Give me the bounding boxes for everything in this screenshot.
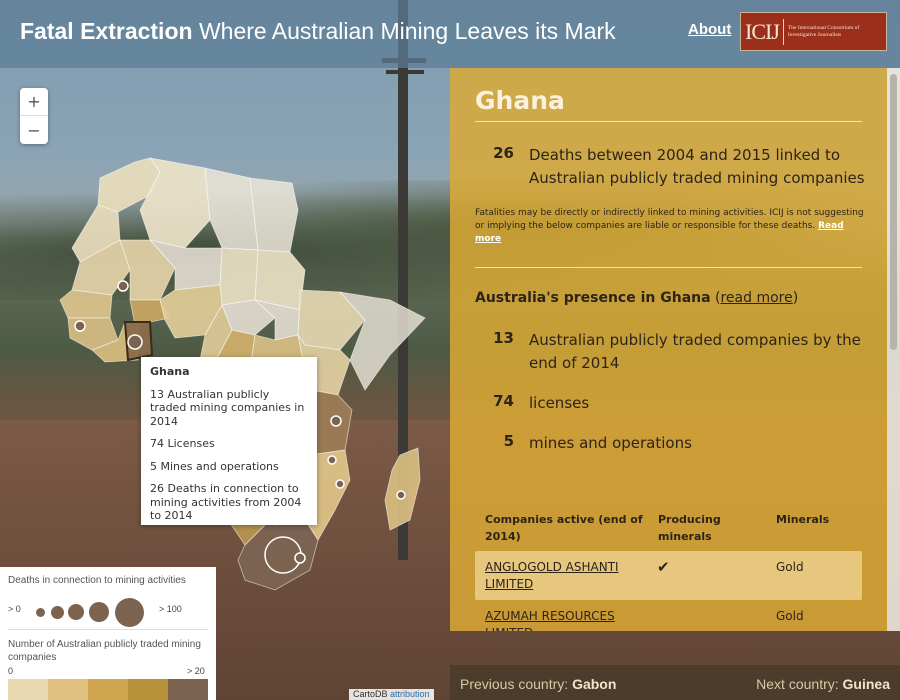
legend-deaths-max: > 100 — [159, 604, 182, 614]
legend-ramp-step-3 — [88, 679, 128, 700]
next-label: Next country: — [756, 676, 839, 692]
bubble-tanzania — [330, 415, 342, 427]
map-region-somalia — [338, 291, 426, 391]
tooltip-licenses: 74 Licenses — [150, 437, 215, 450]
logo-text: The International Consortium of Investig… — [787, 24, 860, 38]
company-link[interactable]: ANGLOGOLD ASHANTI LIMITED — [485, 560, 619, 591]
deaths-text: Deaths between 2004 and 2015 linked to A… — [529, 146, 865, 187]
map-region-egypt — [249, 177, 299, 253]
legend-companies-max: > 20 — [187, 666, 205, 676]
legend-ramp-step-1 — [8, 679, 48, 700]
panel-scroll-thumb[interactable] — [890, 74, 897, 350]
companies-text: Australian publicly traded companies by … — [529, 331, 861, 372]
bubble-mozambique — [335, 479, 345, 489]
bubble-mali — [117, 280, 129, 292]
presence-title: Australia's presence in Ghana — [475, 290, 711, 306]
table-row[interactable]: AZUMAH RESOURCES LIMITED Gold — [475, 600, 862, 631]
tooltip-country: Ghana — [150, 365, 190, 378]
icij-logo[interactable]: ICIJ The International Consortium of Inv… — [740, 12, 887, 51]
disclaimer-body: Fatalities may be directly or indirectly… — [475, 208, 864, 231]
africa-map[interactable] — [0, 150, 450, 600]
presence-read-more-link[interactable]: read more — [720, 290, 793, 306]
zoom-in-button[interactable]: + — [20, 88, 48, 116]
table-header-companies: Companies active (end of 2014) — [485, 513, 643, 543]
legend-bubble-1 — [36, 608, 45, 617]
companies-number: 13 — [493, 329, 514, 347]
legend-bubble-3 — [68, 604, 84, 620]
table-row[interactable]: ANGLOGOLD ASHANTI LIMITED ✔ Gold — [475, 551, 862, 600]
legend-bubble-5 — [115, 598, 144, 627]
licenses-text: licenses — [529, 394, 590, 412]
legend-bubble-2 — [51, 606, 64, 619]
map-region-madagascar — [384, 447, 421, 531]
bubble-tanzania-south — [327, 455, 337, 465]
minerals-cell: Gold — [776, 609, 804, 623]
attribution-link[interactable]: attribution — [390, 689, 430, 699]
bubble-lesotho — [294, 552, 306, 564]
previous-country-link[interactable]: Previous country: Gabon — [460, 676, 616, 692]
country-info-panel: Ghana 26 Deaths between 2004 and 2015 li… — [450, 68, 887, 631]
zoom-control: + − — [20, 88, 48, 144]
previous-label: Previous country: — [460, 676, 569, 692]
mines-text: mines and operations — [529, 434, 692, 452]
panel-country-name: Ghana — [475, 86, 565, 115]
about-link[interactable]: About — [688, 21, 732, 38]
mines-number: 5 — [503, 432, 514, 450]
zoom-out-button[interactable]: − — [27, 120, 41, 140]
header-bar: Fatal Extraction Where Australian Mining… — [0, 0, 900, 68]
next-country-link[interactable]: Next country: Guinea — [756, 676, 890, 692]
map-region-sudan — [254, 249, 306, 311]
page-title: Fatal Extraction Where Australian Mining… — [20, 18, 616, 45]
tooltip-mines: 5 Mines and operations — [150, 459, 279, 473]
logo-mark: ICIJ — [745, 18, 784, 45]
minerals-cell: Gold — [776, 560, 804, 574]
map-region-senegal — [59, 289, 113, 319]
table-header-producing: Producing minerals — [658, 513, 721, 543]
disclaimer-text: Fatalities may be directly or indirectly… — [475, 207, 867, 246]
bubble-madagascar — [396, 490, 406, 500]
presence-heading: Australia's presence in Ghana (read more… — [475, 290, 799, 306]
tooltip-deaths: 26 Deaths in connection to mining activi… — [150, 482, 302, 522]
legend-companies-min: 0 — [8, 666, 14, 676]
deaths-number: 26 — [493, 144, 514, 162]
bubble-ghana — [127, 334, 143, 350]
title-subtitle: Where Australian Mining Leaves its Mark — [198, 18, 616, 44]
legend-bubble-4 — [89, 602, 109, 622]
title-bold: Fatal Extraction — [20, 18, 193, 44]
map-region-car — [221, 299, 276, 336]
legend-deaths-min: > 0 — [8, 604, 21, 614]
next-country-name: Guinea — [842, 676, 890, 692]
disclaimer-read-more-link[interactable]: Read more — [475, 221, 844, 244]
country-navigation: Previous country: Gabon Next country: Gu… — [450, 665, 900, 700]
map-attribution: CartoDB attribution — [349, 689, 434, 700]
previous-country-name: Gabon — [572, 676, 617, 692]
legend-deaths-title: Deaths in connection to mining activitie… — [8, 575, 186, 586]
check-icon: ✔ — [657, 558, 670, 576]
bubble-guinea — [74, 320, 86, 332]
legend-color-ramp — [8, 679, 208, 700]
licenses-number: 74 — [493, 392, 514, 410]
legend-ramp-step-5 — [168, 679, 208, 700]
map-legend: Deaths in connection to mining activitie… — [0, 567, 216, 700]
legend-companies-title: Number of Australian publicly traded min… — [8, 639, 201, 663]
tooltip-companies: 13 Australian publicly traded mining com… — [150, 387, 305, 428]
legend-ramp-step-2 — [48, 679, 88, 700]
attribution-prefix: CartoDB — [353, 689, 388, 699]
country-tooltip: Ghana 13 Australian publicly traded mini… — [141, 357, 317, 525]
legend-ramp-step-4 — [128, 679, 168, 700]
table-header-minerals: Minerals — [776, 513, 830, 526]
company-link[interactable]: AZUMAH RESOURCES LIMITED — [485, 609, 615, 631]
map-region-chad — [219, 247, 259, 306]
